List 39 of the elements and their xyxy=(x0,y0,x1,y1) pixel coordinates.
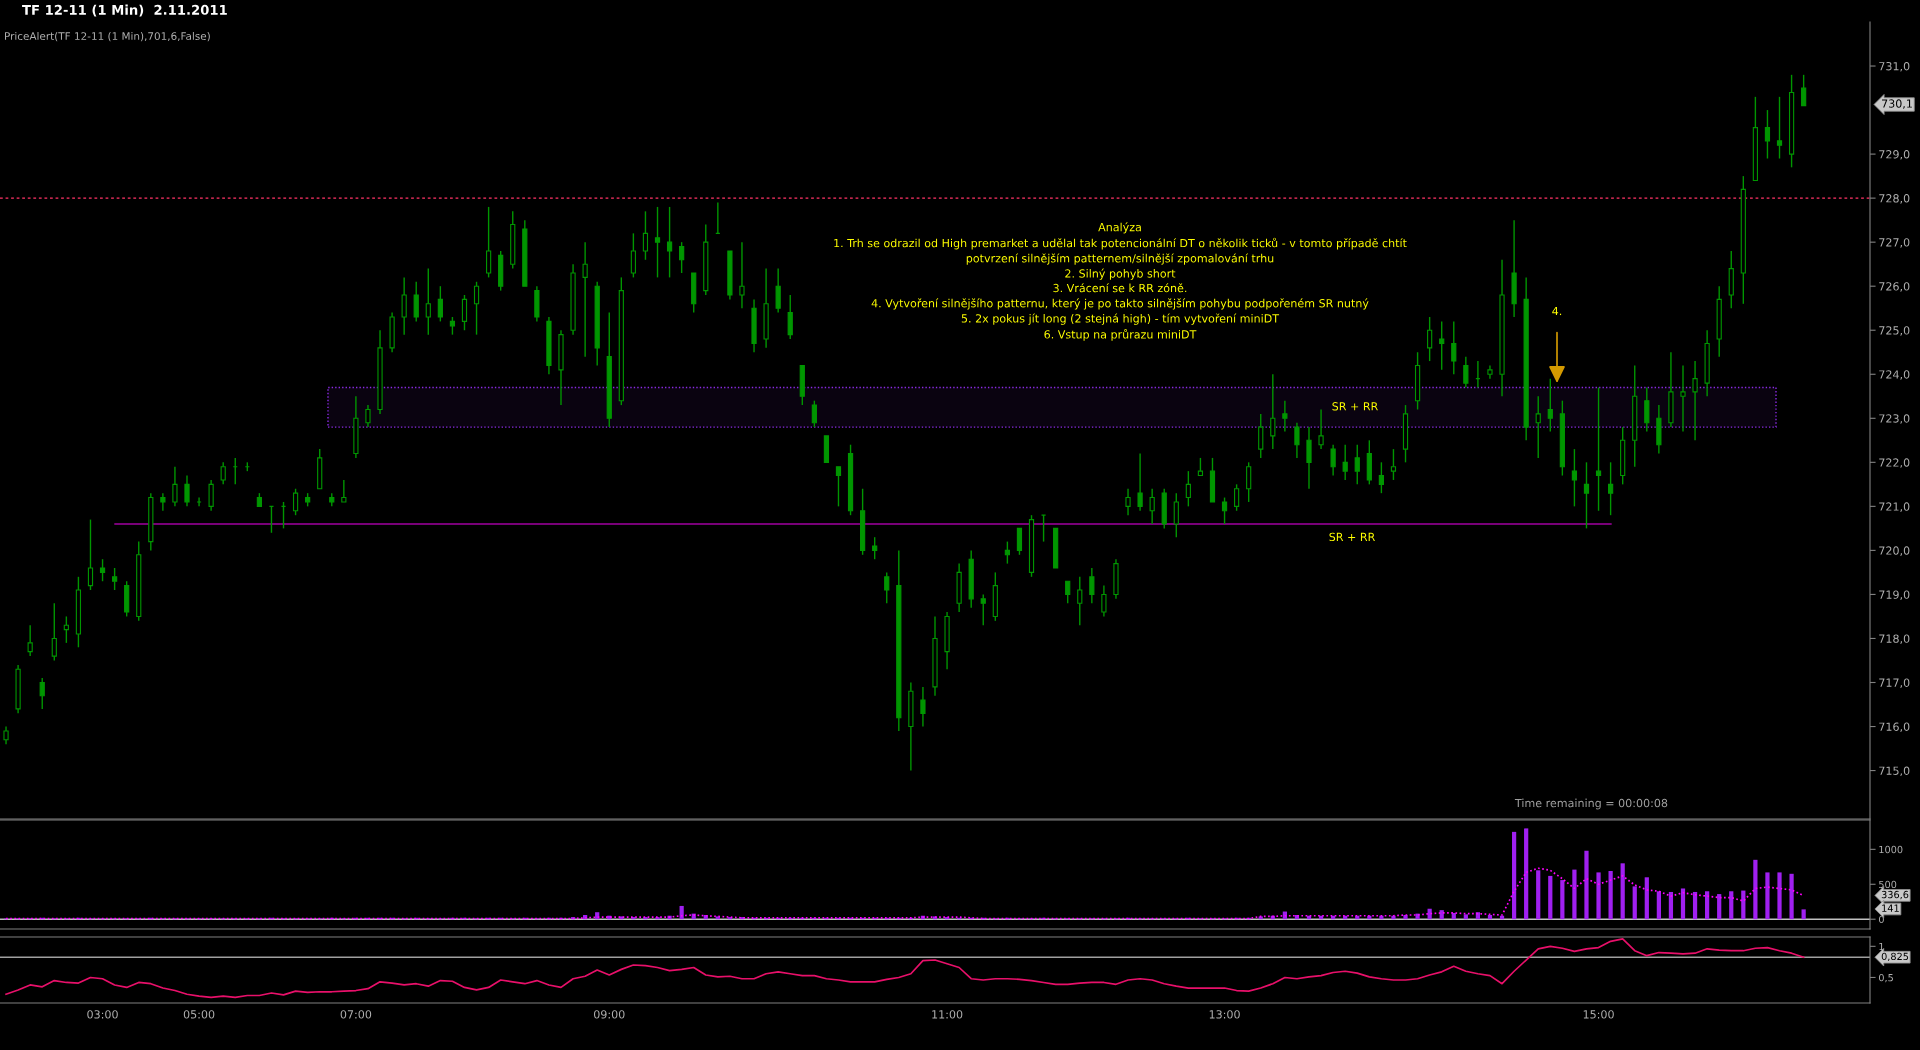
x-tick-label: 15:00 xyxy=(1583,1010,1614,1019)
y-tick-label: 724,0 xyxy=(1879,370,1910,380)
y-tick-label: 727,0 xyxy=(1879,238,1910,248)
text: 336,6 xyxy=(1881,890,1909,900)
y-tick-label: 717,0 xyxy=(1879,678,1910,689)
chart-title: TF 12-11 (1 Min) 2.11.2011 xyxy=(22,4,227,17)
y-tick-label: 723,0 xyxy=(1879,414,1910,424)
y-tick-label: 1 xyxy=(1879,942,1884,951)
y-tick-label: 716,0 xyxy=(1879,722,1910,733)
band-label: SR + RR xyxy=(1332,402,1378,411)
y-tick-label: 731,0 xyxy=(1879,62,1910,72)
ref-line-label: SR + RR xyxy=(1329,532,1375,542)
y-tick-label: 726,0 xyxy=(1879,282,1910,292)
text: 730,1 xyxy=(1882,99,1912,109)
y-tick-label: 719,0 xyxy=(1879,590,1910,600)
y-tick-label: 1000 xyxy=(1879,845,1903,854)
ref-line-label: 0,825 xyxy=(1881,952,1909,962)
text: PriceAlert(TF 12-11 (1 Min),701,6,False) xyxy=(5,31,210,42)
y-tick-label: 500 xyxy=(1879,880,1897,889)
y-tick-label: 725,0 xyxy=(1879,326,1910,336)
x-tick-label: 09:00 xyxy=(593,1010,625,1019)
x-tick-label: 11:00 xyxy=(932,1010,963,1019)
y-tick-label: 721,0 xyxy=(1879,502,1910,512)
y-tick-label: 0,5 xyxy=(1878,973,1893,983)
annotation: Time remaining = 00:00:08 xyxy=(1514,798,1668,810)
annotation: 4. xyxy=(1552,306,1562,316)
y-tick-label: 0 xyxy=(1878,915,1884,924)
annotation: Analýza 1. Trh se odrazil od High premarket a udělal tak potencionální DT o několik ticků - v tomto případě chtít potvrzení silnějším patternem/silnější zpomalování trhu 2. Silný pohyb short 3. Vrácení se k RR zóně. 4. Vytvoření silnějšího patternu, který je po takto silnějším pohybu podpořeném SR nutný 5. 2x pokus jít long (2 stejná high) - tím vytvoření miniDT 6. Vstup na průrazu miniDT xyxy=(834,222,1407,341)
text: 141 xyxy=(1882,904,1899,912)
y-tick-label: 729,0 xyxy=(1879,150,1910,160)
x-tick-label: 13:00 xyxy=(1209,1010,1240,1019)
y-tick-label: 720,0 xyxy=(1879,546,1910,556)
y-tick-label: 718,0 xyxy=(1879,634,1910,644)
x-tick-label: 07:00 xyxy=(340,1010,372,1019)
x-tick-label: 03:00 xyxy=(87,1010,118,1019)
y-tick-label: 728,0 xyxy=(1879,194,1910,204)
x-tick-label: 05:00 xyxy=(183,1010,215,1019)
y-tick-label: 722,0 xyxy=(1879,458,1910,468)
y-tick-label: 715,0 xyxy=(1879,766,1910,777)
